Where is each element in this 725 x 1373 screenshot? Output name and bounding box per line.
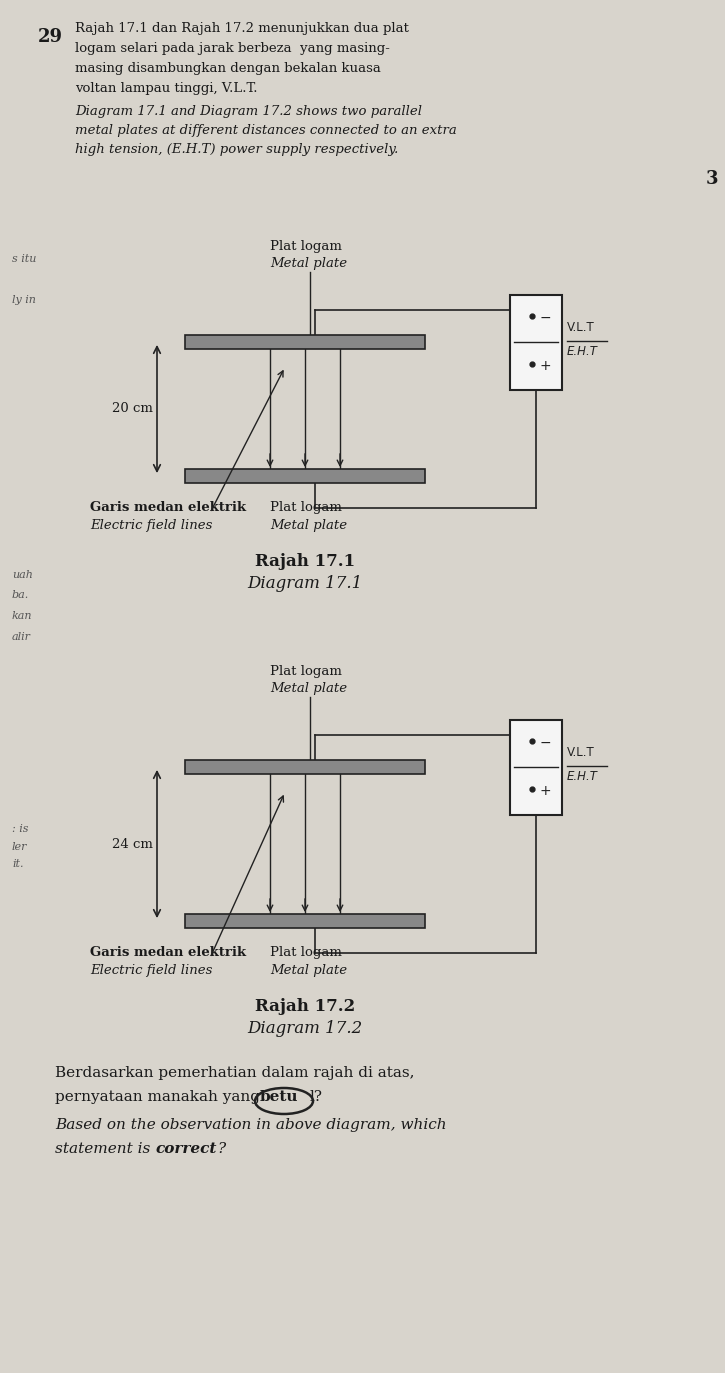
Text: Diagram 17.1 and Diagram 17.2 shows two parallel: Diagram 17.1 and Diagram 17.2 shows two … <box>75 104 422 118</box>
Bar <box>510 294 562 390</box>
Text: l?: l? <box>310 1090 323 1104</box>
Text: ler: ler <box>12 842 28 851</box>
Text: Plat logam: Plat logam <box>270 946 342 958</box>
Bar <box>510 719 562 814</box>
Text: Electric field lines: Electric field lines <box>90 519 212 531</box>
Text: s itu: s itu <box>12 254 36 264</box>
Text: correct: correct <box>155 1142 216 1156</box>
Text: metal plates at different distances connected to an extra: metal plates at different distances conn… <box>75 124 457 137</box>
Text: V.L.T: V.L.T <box>567 747 594 759</box>
Text: : is: : is <box>12 824 28 833</box>
Text: Metal plate: Metal plate <box>270 964 347 978</box>
Text: Based on the observation in above diagram, which: Based on the observation in above diagra… <box>55 1118 447 1131</box>
Text: Metal plate: Metal plate <box>270 257 347 270</box>
Text: Plat logam: Plat logam <box>270 665 342 678</box>
Text: −: − <box>540 312 552 325</box>
Text: E.H.T: E.H.T <box>567 345 598 358</box>
Text: pernyataan manakah yang: pernyataan manakah yang <box>55 1090 265 1104</box>
Text: Rajah 17.1: Rajah 17.1 <box>255 553 355 570</box>
Text: ba.: ba. <box>12 590 29 600</box>
Text: Diagram 17.2: Diagram 17.2 <box>247 1020 362 1037</box>
Text: it.: it. <box>12 859 23 869</box>
Text: uah: uah <box>12 570 33 579</box>
Bar <box>185 470 425 483</box>
Text: Rajah 17.2: Rajah 17.2 <box>255 998 355 1015</box>
Text: Diagram 17.1: Diagram 17.1 <box>247 575 362 592</box>
Text: −: − <box>540 736 552 750</box>
Text: high tension, (E.H.T) power supply respectively.: high tension, (E.H.T) power supply respe… <box>75 143 398 157</box>
Bar <box>185 335 425 349</box>
Text: statement is: statement is <box>55 1142 155 1156</box>
Text: kan: kan <box>12 611 33 621</box>
Text: ly in: ly in <box>12 295 36 305</box>
Text: 3: 3 <box>705 170 718 188</box>
Text: 29: 29 <box>38 27 63 47</box>
Text: E.H.T: E.H.T <box>567 770 598 783</box>
Text: logam selari pada jarak berbeza  yang masing-: logam selari pada jarak berbeza yang mas… <box>75 43 390 55</box>
Text: ?: ? <box>217 1142 225 1156</box>
Text: Electric field lines: Electric field lines <box>90 964 212 978</box>
Text: Plat logam: Plat logam <box>270 501 342 514</box>
Text: masing disambungkan dengan bekalan kuasa: masing disambungkan dengan bekalan kuasa <box>75 62 381 76</box>
Text: V.L.T: V.L.T <box>567 321 594 334</box>
Text: Metal plate: Metal plate <box>270 519 347 531</box>
Text: +: + <box>540 358 552 372</box>
Text: voltan lampau tinggi, V.L.T.: voltan lampau tinggi, V.L.T. <box>75 82 257 95</box>
Text: 20 cm: 20 cm <box>112 402 153 416</box>
Text: Garis medan elektrik: Garis medan elektrik <box>90 501 246 514</box>
Text: betu: betu <box>260 1090 299 1104</box>
Text: 24 cm: 24 cm <box>112 838 153 850</box>
Text: +: + <box>540 784 552 798</box>
Text: Berdasarkan pemerhatian dalam rajah di atas,: Berdasarkan pemerhatian dalam rajah di a… <box>55 1065 415 1081</box>
Text: alir: alir <box>12 632 31 641</box>
Bar <box>185 914 425 928</box>
Bar <box>185 761 425 774</box>
Text: Plat logam: Plat logam <box>270 240 342 253</box>
Text: Garis medan elektrik: Garis medan elektrik <box>90 946 246 958</box>
Text: Metal plate: Metal plate <box>270 682 347 695</box>
Text: Rajah 17.1 dan Rajah 17.2 menunjukkan dua plat: Rajah 17.1 dan Rajah 17.2 menunjukkan du… <box>75 22 409 34</box>
